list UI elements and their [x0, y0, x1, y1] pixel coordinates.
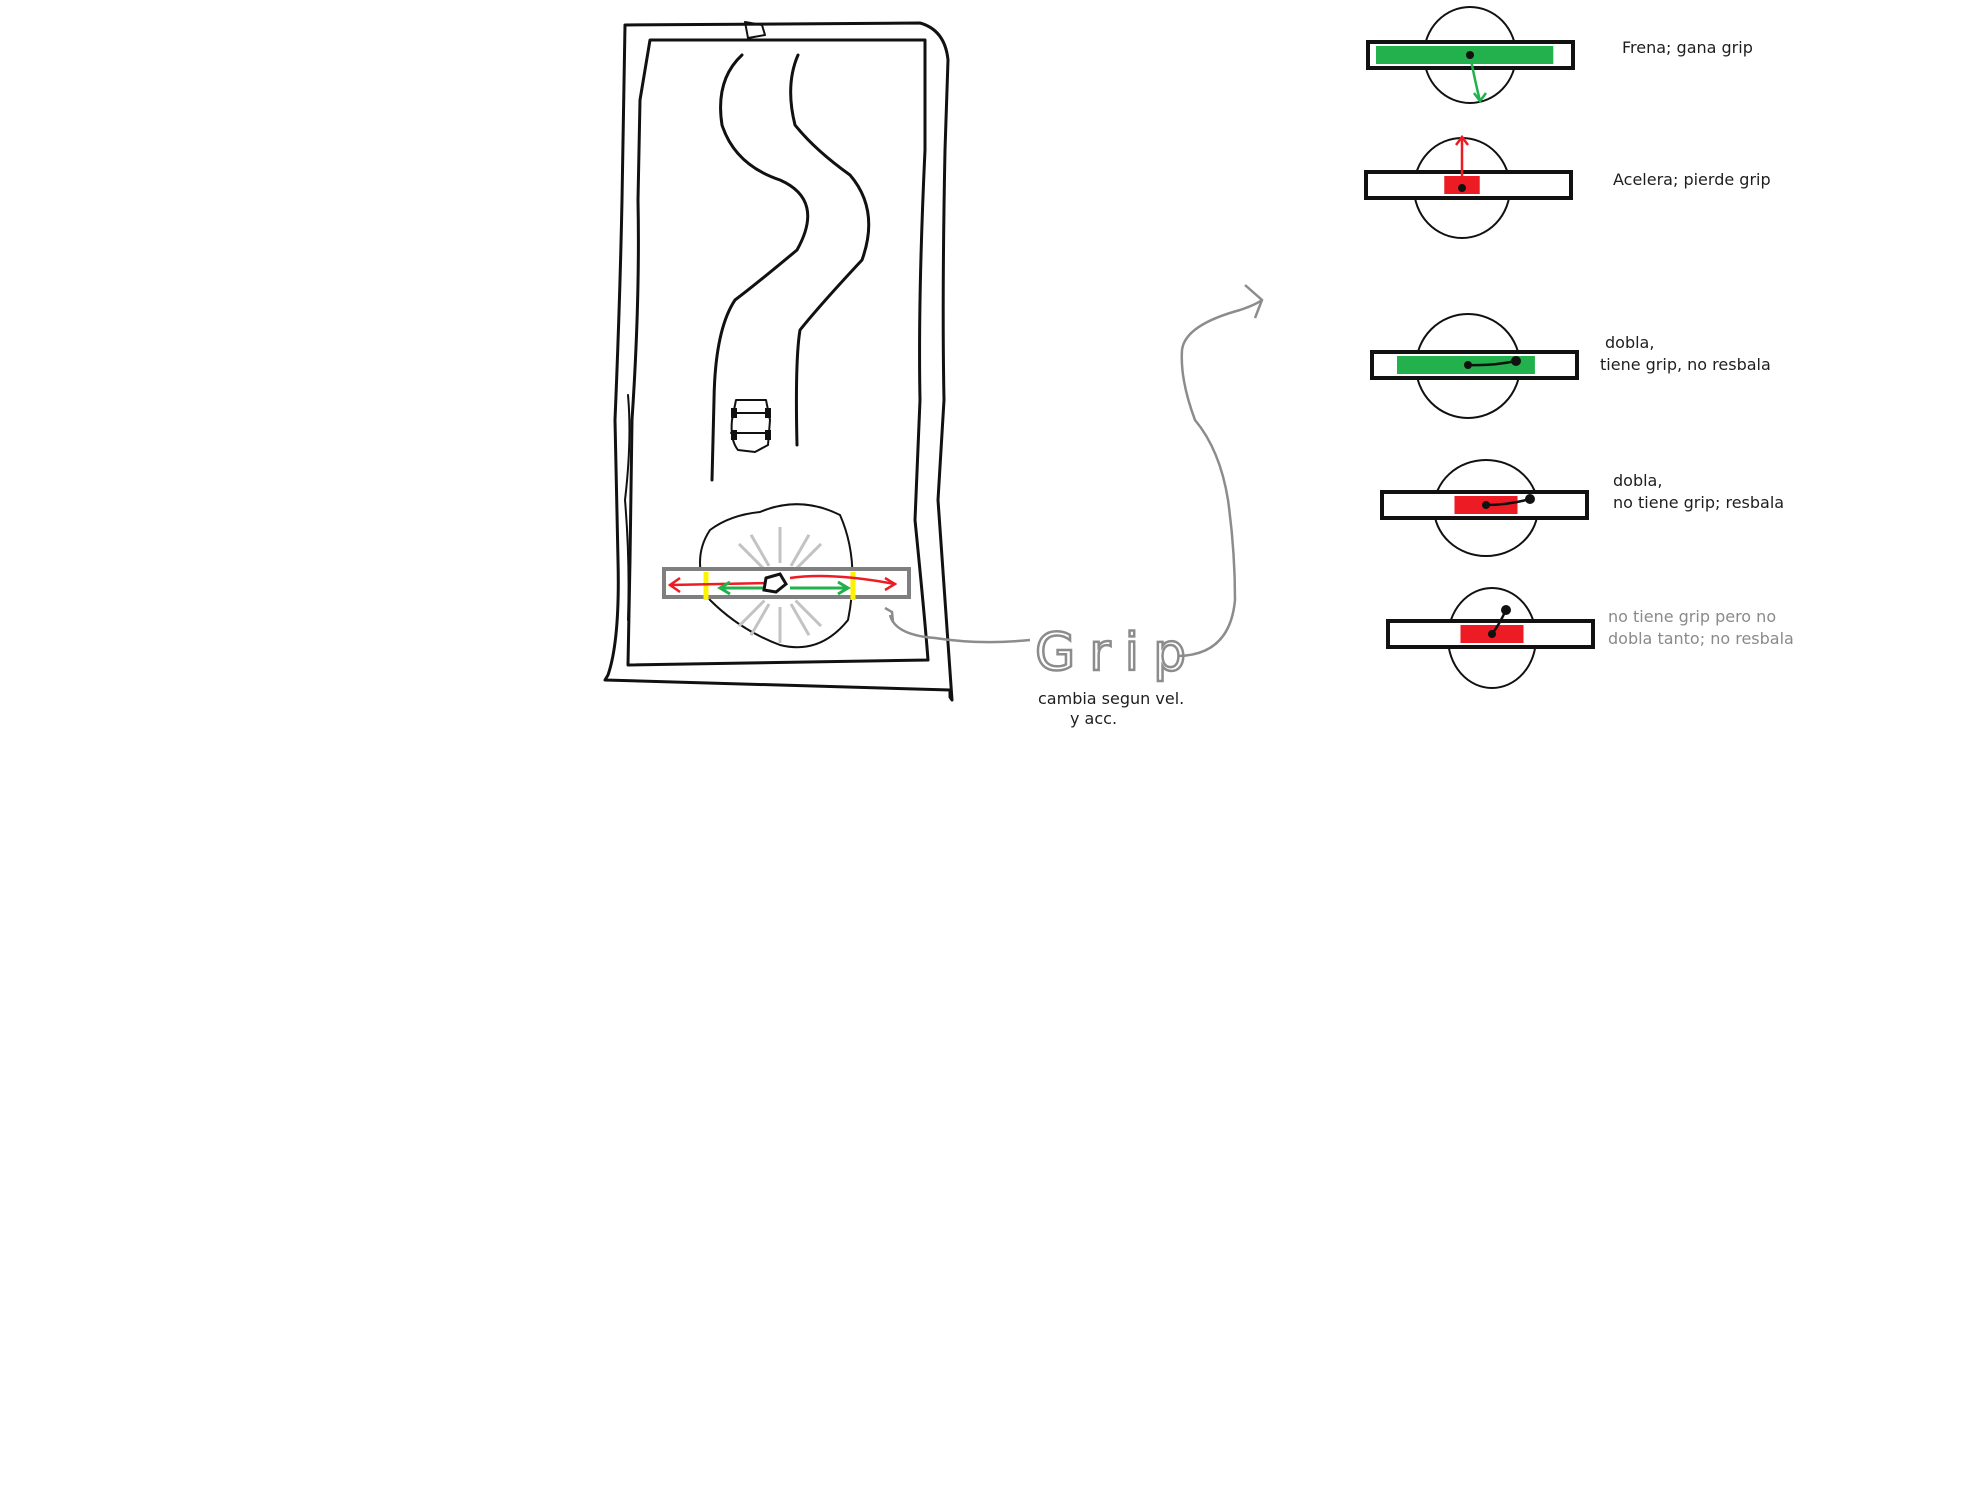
race-track: [710, 53, 871, 482]
ghost-arrow: [789, 534, 811, 567]
grip-state-3: dobla, tiene grip, no resbala: [1370, 313, 1771, 419]
grip-note-line1: cambia segun vel.: [1038, 689, 1184, 708]
state-label-line1: Frena; gana grip: [1622, 38, 1753, 57]
car-dot: [1482, 501, 1490, 509]
vector-head: [1473, 92, 1487, 104]
grip-label: Grip: [1035, 623, 1200, 683]
player-car: [730, 399, 771, 453]
ghost-arrow: [789, 603, 811, 636]
ghost-arrow: [737, 542, 766, 571]
state-label-line1: dobla,: [1605, 333, 1654, 352]
grip-state-examples: Frena; gana grip Acelera; pierde grip dobl…: [1364, 6, 1794, 689]
grip-state-2: Acelera; pierde grip: [1364, 134, 1771, 239]
state-label-line2: dobla tanto; no resbala: [1608, 629, 1794, 648]
vector-head: [1525, 494, 1535, 504]
car-dot: [1466, 51, 1474, 59]
car-dot: [1488, 630, 1496, 638]
vector-head: [1501, 605, 1511, 615]
state-label-line1: Acelera; pierde grip: [1613, 170, 1771, 189]
ghost-arrow: [749, 534, 771, 567]
grip-state-1: Frena; gana grip: [1366, 6, 1753, 104]
state-label-line1: no tiene grip pero no: [1608, 607, 1776, 626]
car-dot: [1464, 361, 1472, 369]
state-label-line2: tiene grip, no resbala: [1600, 355, 1771, 374]
state-label-line1: dobla,: [1613, 471, 1662, 490]
phone-frame: [603, 21, 954, 702]
car-dot: [1458, 184, 1466, 192]
ghost-arrow: [749, 603, 771, 636]
ghost-arrow: [737, 599, 766, 628]
grip-zone: [1376, 46, 1554, 64]
grip-meter: [662, 503, 911, 649]
possible-direction-arrows: [737, 527, 823, 643]
grip-annotation: Grip cambia segun vel. y acc.: [884, 284, 1264, 728]
state-label-line2: no tiene grip; resbala: [1613, 493, 1784, 512]
grip-note-line2: y acc.: [1070, 709, 1117, 728]
grip-state-5: no tiene grip pero no dobla tanto; no res…: [1386, 587, 1794, 689]
force-vector: [1468, 54, 1482, 102]
grip-state-4: dobla, no tiene grip; resbala: [1380, 459, 1784, 557]
vector-head: [1511, 356, 1521, 366]
ghost-arrow: [794, 599, 823, 628]
ghost-arrow: [794, 542, 823, 571]
vector-head: [1455, 134, 1469, 146]
